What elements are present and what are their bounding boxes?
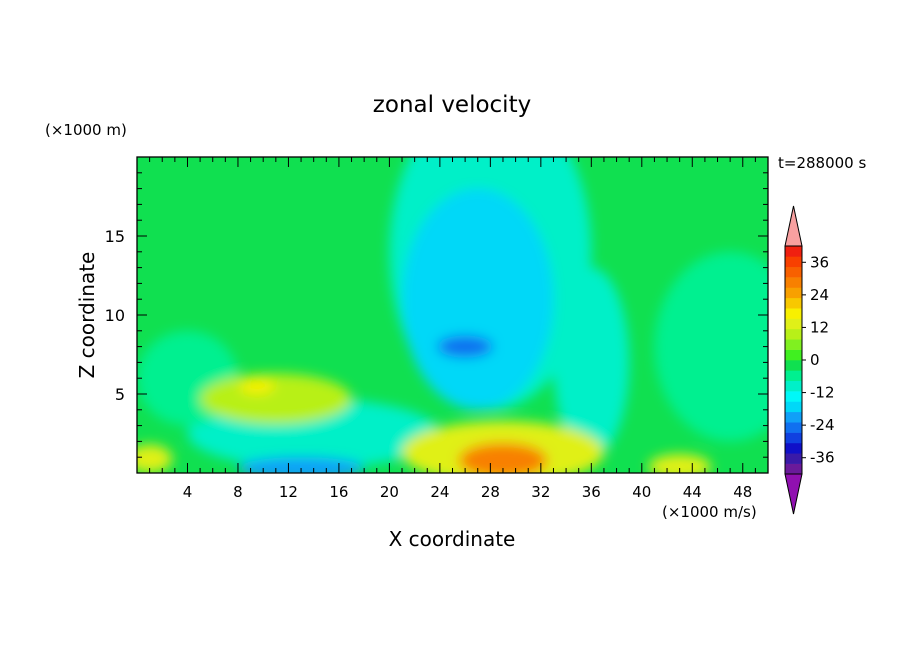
colorbar-segment bbox=[785, 318, 802, 330]
colorbar-segment bbox=[785, 432, 802, 444]
colorbar-extend-low bbox=[784, 473, 803, 515]
x-tick-label: 20 bbox=[380, 483, 399, 501]
field-feature-4 bbox=[553, 267, 630, 458]
colorbar-tick-label: 36 bbox=[810, 253, 829, 271]
field-feature-13 bbox=[239, 378, 275, 394]
x-tick-label: 28 bbox=[481, 483, 500, 501]
colorbar: 36 24 12 0 -12 -24 -36 bbox=[784, 205, 835, 515]
time-label: t=288000 s bbox=[778, 154, 866, 172]
colorbar-segment bbox=[785, 411, 802, 423]
colorbar-segment bbox=[785, 287, 802, 299]
colorbar-segment bbox=[785, 297, 802, 309]
colorbar-tick-label: -12 bbox=[810, 384, 835, 402]
chart-title: zonal velocity bbox=[373, 92, 531, 118]
colorbar-segment bbox=[785, 328, 802, 340]
colorbar-segment bbox=[785, 442, 802, 454]
contour-field bbox=[137, 157, 768, 473]
colorbar-tick-label: -24 bbox=[810, 416, 835, 434]
field-feature-8 bbox=[458, 442, 548, 473]
colorbar-segment bbox=[785, 401, 802, 413]
x-tick-label: 40 bbox=[632, 483, 651, 501]
field-feature-7 bbox=[200, 373, 352, 425]
colorbar-segment bbox=[785, 422, 802, 433]
y-tick-label: 15 bbox=[105, 227, 125, 246]
colorbar-segment bbox=[785, 453, 802, 464]
colorbar-segment bbox=[785, 349, 802, 361]
colorbar-segment bbox=[785, 360, 802, 371]
x-tick-label: 16 bbox=[329, 483, 348, 501]
colorbar-tick-label: 12 bbox=[810, 318, 829, 336]
x-tick-label: 4 bbox=[183, 483, 193, 501]
x-tick-label: 24 bbox=[430, 483, 449, 501]
colorbar-segment bbox=[785, 256, 802, 268]
colorbar-tick-label: 24 bbox=[810, 286, 829, 304]
field-feature-1 bbox=[402, 188, 554, 410]
colorbar-segment bbox=[785, 308, 802, 319]
y-tick-label: 5 bbox=[115, 385, 125, 404]
x-tick-label: 48 bbox=[733, 483, 752, 501]
colorbar-segment bbox=[785, 339, 802, 350]
colorbar-extend-high bbox=[784, 205, 803, 247]
x-tick-label: 36 bbox=[582, 483, 601, 501]
colorbar-tick-label: 0 bbox=[810, 351, 820, 369]
field-feature-10 bbox=[648, 454, 712, 473]
x-axis-label: X coordinate bbox=[389, 527, 516, 551]
colorbar-segment bbox=[785, 370, 802, 382]
x-unit-label: (×1000 m) bbox=[45, 121, 127, 139]
x-tick-label: 44 bbox=[683, 483, 702, 501]
colorbar-tick-label: -36 bbox=[810, 449, 835, 467]
colorbar-segment bbox=[785, 277, 802, 288]
field-feature-12 bbox=[437, 335, 493, 358]
field-features bbox=[137, 157, 768, 473]
field-feature-9 bbox=[237, 457, 365, 473]
colorbar-segment bbox=[785, 463, 802, 475]
field-feature-11 bbox=[137, 444, 173, 473]
colorbar-segment bbox=[785, 266, 802, 278]
y-tick-label: 10 bbox=[105, 306, 125, 325]
colorbar-unit-label: (×1000 m/s) bbox=[662, 503, 757, 521]
colorbar-segment bbox=[785, 391, 802, 402]
colorbar-segment bbox=[785, 246, 802, 257]
y-axis-label: Z coordinate bbox=[75, 252, 99, 379]
field-feature-2 bbox=[654, 251, 768, 442]
colorbar-segment bbox=[785, 380, 802, 392]
x-tick-label: 32 bbox=[531, 483, 550, 501]
x-tick-label: 8 bbox=[233, 483, 243, 501]
x-tick-label: 12 bbox=[279, 483, 298, 501]
